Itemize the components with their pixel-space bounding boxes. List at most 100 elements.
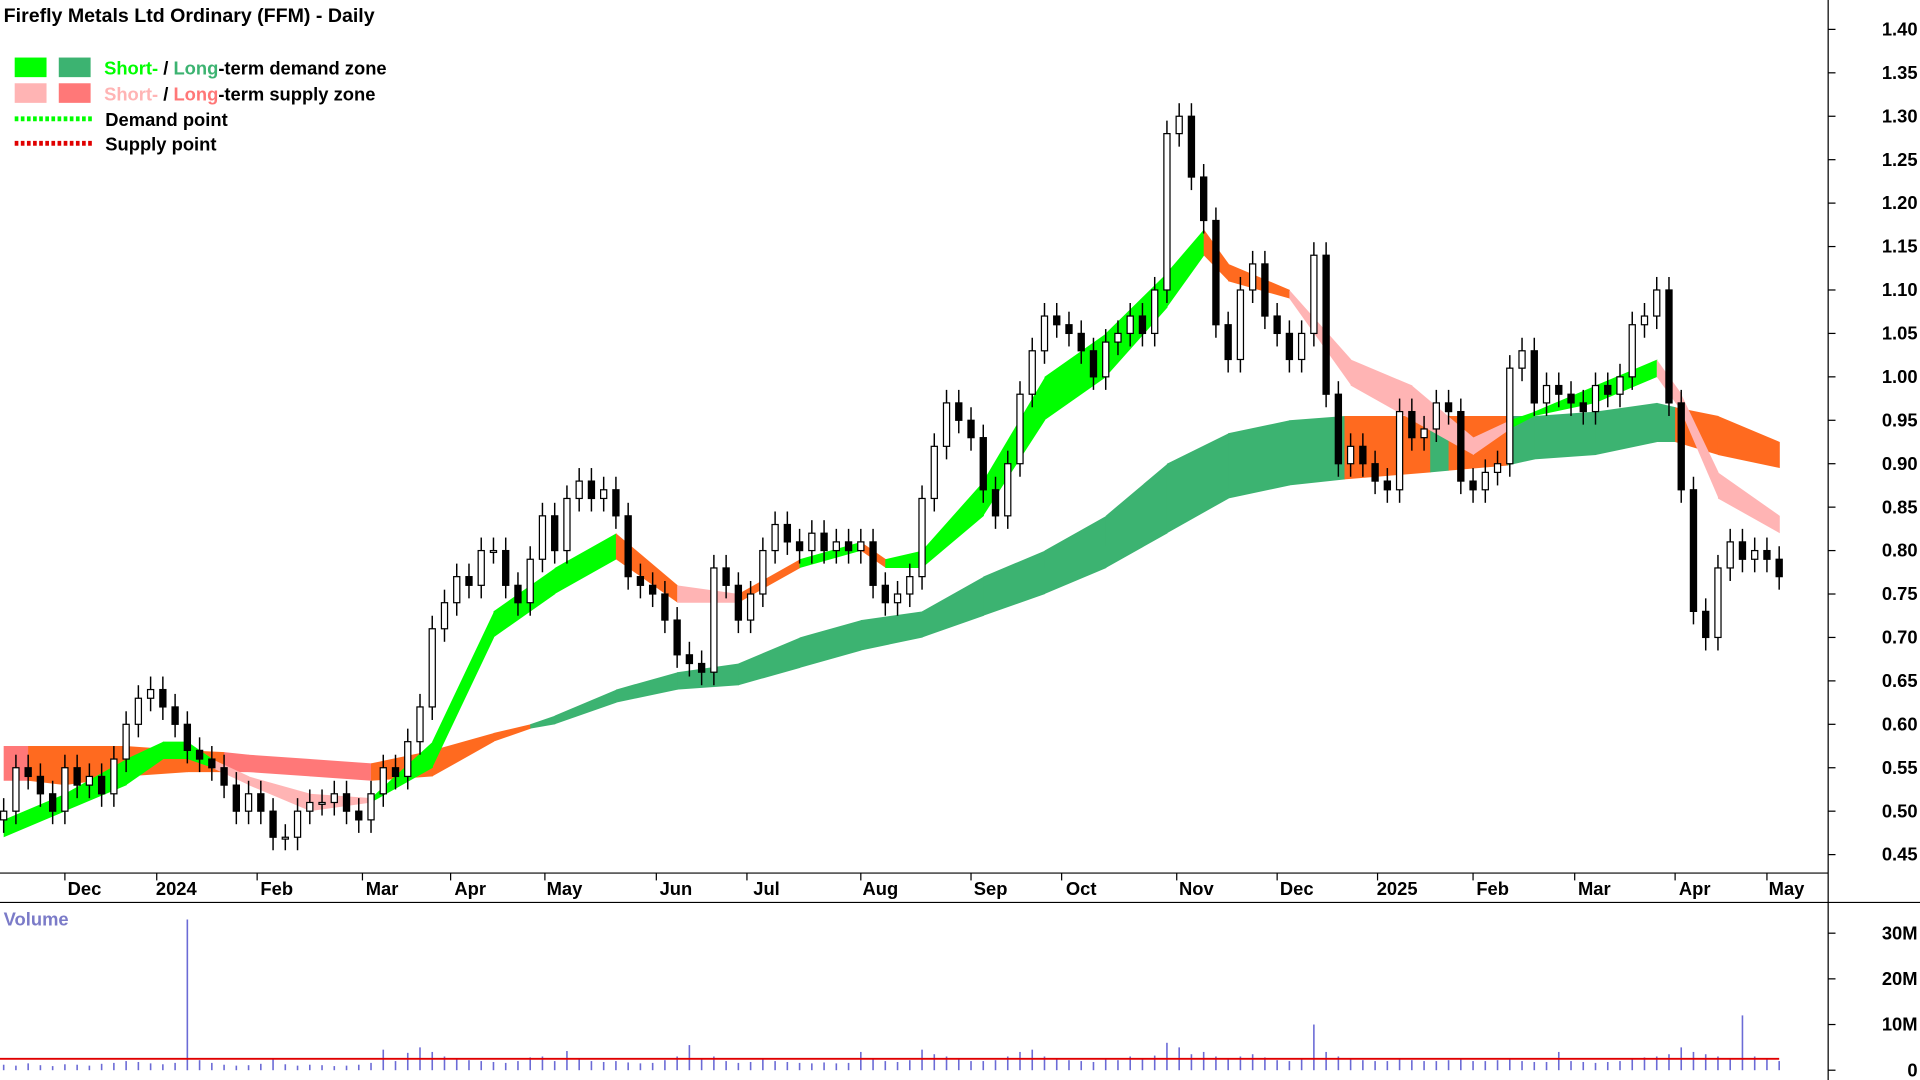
candle-body	[0, 810, 8, 821]
price-tick-label: 1.30	[1882, 105, 1918, 126]
candle	[1457, 398, 1465, 495]
candle	[293, 798, 302, 851]
candle-body	[685, 654, 694, 665]
candle	[795, 528, 804, 564]
price-tick-label: 1.25	[1882, 149, 1918, 170]
candle	[416, 693, 424, 755]
candle	[942, 389, 951, 460]
candle-body	[1616, 376, 1624, 395]
candle	[1285, 320, 1294, 373]
candle-body	[1518, 350, 1526, 369]
candle-body	[1542, 384, 1551, 404]
volume-tick-label: 20M	[1882, 968, 1918, 989]
candle-body	[612, 489, 620, 517]
candle	[1224, 311, 1232, 373]
candle	[514, 572, 522, 616]
price-tick-label: 0.60	[1882, 713, 1918, 734]
volume-tick-label: 10M	[1882, 1014, 1918, 1035]
candle	[722, 554, 730, 599]
candle-body	[1702, 610, 1710, 639]
candle-body	[820, 532, 828, 552]
candle	[330, 780, 338, 816]
candle-body	[306, 801, 314, 812]
candle-body	[379, 767, 387, 795]
candle-body	[600, 489, 608, 500]
month-tick-label: Jun	[660, 878, 693, 899]
candle-body	[942, 402, 951, 447]
candle	[306, 789, 314, 825]
long-term-zone-segment	[224, 752, 250, 773]
long-term-zone-segment	[530, 715, 556, 729]
candle	[257, 780, 265, 825]
candle	[1028, 337, 1036, 408]
candle-body	[1224, 324, 1232, 361]
month-tick-label: Jul	[753, 878, 780, 899]
candle	[0, 798, 8, 833]
candle-body	[1053, 315, 1061, 326]
short-term-zone-segment	[126, 741, 164, 786]
month-tick-label: Feb	[260, 878, 293, 899]
legend: Short- / Long-term demand zone Short- / …	[14, 57, 387, 155]
long-term-zone-segment	[1228, 420, 1290, 499]
candle-body	[465, 576, 473, 586]
candle	[12, 754, 20, 825]
candle-body	[1285, 332, 1294, 361]
candle-body	[404, 741, 412, 778]
candle-body	[1065, 324, 1073, 335]
candle	[955, 389, 963, 434]
candle	[1518, 337, 1526, 382]
candle	[661, 580, 669, 634]
candle-body	[1530, 350, 1538, 404]
candle-body	[575, 480, 583, 500]
candle-body	[171, 706, 179, 725]
long-term-zone-segment	[554, 689, 617, 725]
time-axis: Dec 2024 Feb Mar Apr May Jun Jul Aug Sep Oct Nov Dec…	[64, 873, 1805, 899]
zone-bands	[3, 229, 1780, 838]
long-term-zone-segment	[1289, 415, 1346, 486]
candle	[1530, 337, 1538, 416]
candle	[991, 476, 1000, 529]
candle-body	[673, 619, 681, 656]
candle	[453, 563, 461, 616]
candle-body	[955, 402, 963, 421]
candle-body	[489, 549, 498, 554]
month-tick-label: May	[547, 878, 584, 899]
candle	[808, 520, 816, 564]
candle	[1763, 537, 1771, 573]
short-term-zone-segment	[309, 793, 372, 812]
long-term-zone-segment	[738, 637, 801, 686]
candle-body	[808, 532, 816, 552]
candle-body	[208, 758, 216, 769]
candle-body	[48, 793, 57, 812]
price-tick-label: 0.75	[1882, 583, 1918, 604]
candle	[930, 433, 938, 512]
candle-body	[844, 541, 853, 552]
candle	[600, 476, 608, 512]
candle	[881, 572, 889, 616]
candle-body	[759, 549, 767, 595]
candle-body	[1163, 133, 1171, 291]
candle-body	[1408, 410, 1416, 439]
long-term-zone-segment	[860, 611, 923, 651]
candle-body	[1248, 263, 1257, 291]
candle-body	[1726, 541, 1734, 569]
month-tick-label: 2025	[1377, 878, 1418, 899]
candle	[1653, 276, 1661, 330]
candle	[391, 754, 400, 790]
candle-body	[722, 567, 730, 586]
candle-body	[195, 749, 204, 760]
candle	[1640, 303, 1649, 338]
long-term-zone-segment	[493, 724, 531, 742]
price-tick-label: 0.90	[1882, 453, 1918, 474]
long-term-zone-segment	[432, 732, 495, 777]
candle	[1310, 242, 1318, 347]
candle-body	[330, 793, 338, 804]
candle	[783, 511, 792, 555]
long-term-zone-segment	[983, 550, 1046, 616]
candle-body	[1334, 393, 1343, 465]
candle	[195, 737, 204, 773]
candle	[685, 641, 694, 677]
candle-body	[440, 602, 449, 630]
candle	[759, 537, 767, 608]
candle-body	[624, 515, 632, 578]
